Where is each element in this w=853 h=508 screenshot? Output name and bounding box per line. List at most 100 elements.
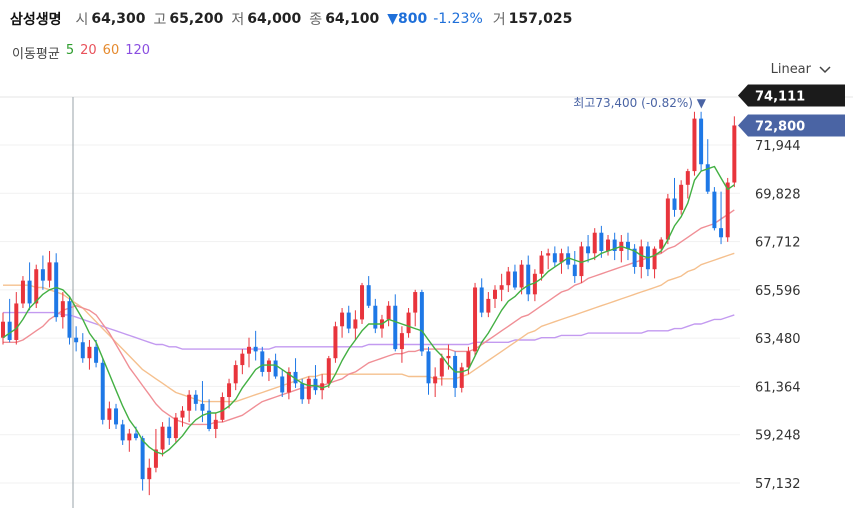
candle-body (599, 232, 604, 251)
close-label: 종 (309, 12, 323, 28)
candle-body (705, 164, 710, 192)
candle-body (506, 271, 511, 286)
y-tick-label: 65,596 (755, 284, 801, 299)
scale-label: Linear (770, 62, 811, 77)
candle-body (512, 271, 517, 288)
candle-body (167, 426, 172, 439)
quote-header: 삼성생명 시 64,300 고 65,200 저 64,000 종 64,100 ▼80… (10, 8, 580, 30)
candle-body (725, 182, 730, 238)
candle-body (632, 248, 637, 267)
candle-body (207, 410, 212, 429)
candle-body (426, 351, 431, 384)
candle-body (606, 239, 611, 251)
candle-body (366, 285, 371, 306)
candle-body (586, 246, 591, 254)
candle-body (592, 232, 597, 254)
candle-body (732, 125, 737, 183)
candle-body (340, 312, 345, 327)
y-tick-label: 67,712 (755, 236, 801, 251)
candle-body (87, 346, 92, 359)
candle-body (619, 241, 624, 251)
y-tick-label: 69,828 (755, 187, 801, 202)
candle-body (612, 239, 617, 251)
candle-body (74, 337, 79, 343)
candle-body (566, 253, 571, 265)
candle-body (67, 301, 72, 338)
candle-body (160, 426, 165, 450)
ma-legend-item-20: 20 (80, 43, 97, 58)
candle-body (127, 433, 132, 441)
candle-body (373, 305, 378, 329)
candle-body (499, 285, 504, 290)
candle-body (1, 321, 5, 338)
candle-body (486, 298, 491, 313)
candle-body (240, 353, 245, 366)
candle-body (7, 321, 12, 340)
candle-body (539, 255, 544, 274)
candle-body (719, 228, 724, 238)
candle-body (54, 262, 59, 318)
candle-body (114, 408, 119, 425)
candle-body (346, 312, 351, 329)
candle-body (466, 351, 471, 368)
candle-body (419, 292, 424, 352)
change-value: ▼800 (387, 11, 428, 27)
candle-body (220, 397, 225, 420)
candle-body (572, 264, 577, 277)
scale-dropdown[interactable]: Linear (771, 62, 831, 77)
candle-body (712, 191, 717, 229)
candle-body (213, 419, 218, 429)
volume-label: 거 (492, 12, 506, 28)
candle-body (692, 118, 697, 172)
candle-body (379, 319, 384, 329)
y-tick-label: 63,480 (755, 332, 801, 347)
y-tick-label: 59,248 (755, 429, 801, 444)
candle-body (519, 264, 524, 288)
candle-body (326, 358, 331, 384)
ma20-line (3, 209, 735, 426)
candle-body (193, 394, 198, 404)
candle-body (34, 269, 39, 304)
candle-body (313, 378, 318, 391)
ma-legend-item-60: 60 (102, 43, 120, 58)
candle-body (266, 360, 271, 372)
ma120-line (3, 311, 735, 350)
candle-body (459, 367, 464, 388)
ma-legend-label: 이동평균 (12, 47, 60, 62)
candle-body (353, 319, 358, 329)
candle-body (153, 449, 158, 468)
candle-body (280, 376, 285, 393)
candle-body (300, 383, 305, 400)
candle-body (473, 287, 478, 352)
candle-body (133, 433, 138, 439)
candle-body (453, 355, 458, 388)
candle-body (60, 301, 65, 318)
candle-body (493, 289, 497, 299)
candle-body (94, 346, 99, 363)
candle-body (333, 326, 338, 359)
candle-body (80, 342, 85, 359)
candle-body (320, 383, 325, 391)
candle-body (639, 246, 644, 267)
candle-body (659, 239, 664, 249)
ma-legend: 이동평균 5 20 60 120 (12, 43, 150, 62)
candle-body (552, 253, 557, 263)
ma-legend-item-5: 5 (65, 43, 75, 58)
candle-body (685, 171, 690, 185)
candle-body (559, 253, 564, 263)
y-tick-label: 61,364 (755, 380, 801, 395)
candle-body (479, 287, 484, 313)
candle-body (433, 376, 438, 384)
last-price-tag-bg (738, 84, 845, 107)
candle-body (286, 371, 291, 393)
candle-body (399, 333, 404, 350)
candle-body (273, 360, 278, 377)
candle-body (20, 280, 25, 304)
candle-body (672, 198, 677, 210)
candle-body (579, 246, 584, 277)
candle-body (652, 248, 657, 270)
candle-body (233, 365, 238, 384)
open-value: 64,300 (91, 11, 146, 27)
low-value: 64,000 (247, 11, 302, 27)
